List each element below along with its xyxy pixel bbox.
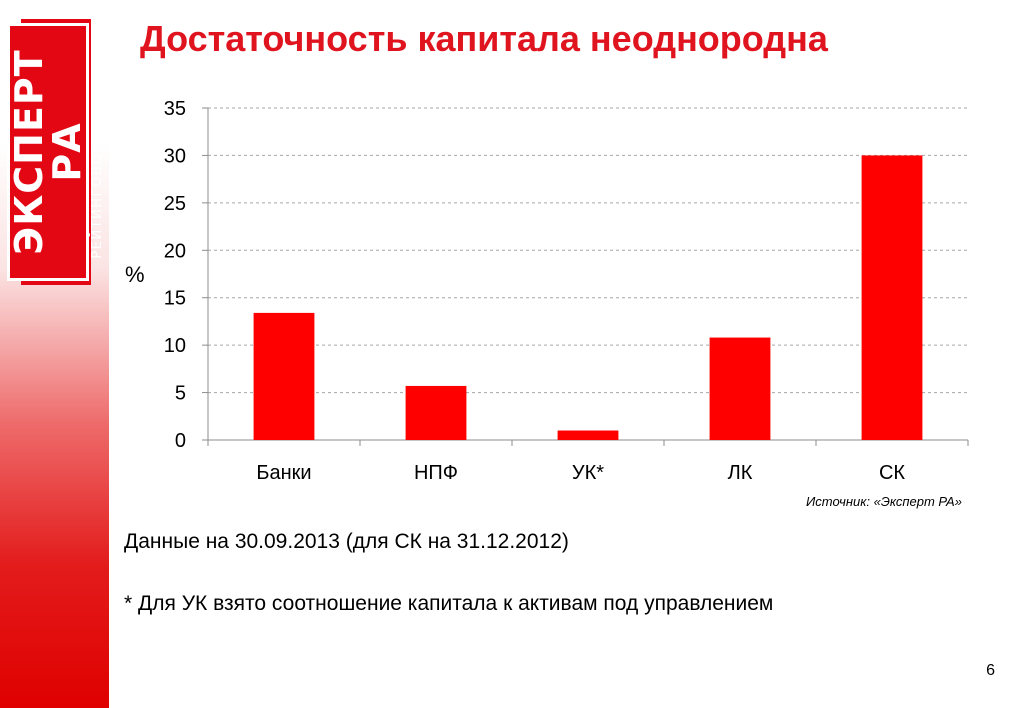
bar <box>557 430 619 440</box>
y-tick-label: 0 <box>175 430 186 452</box>
x-tick-label: Банки <box>256 462 311 484</box>
x-tick-label: УК* <box>572 462 604 484</box>
page-number: 6 <box>986 662 995 679</box>
bar <box>253 312 315 440</box>
bar <box>861 155 923 440</box>
y-axis-label: % <box>125 262 145 287</box>
y-tick-label: 20 <box>164 240 186 262</box>
slide-title: Достаточность капитала неоднородна <box>140 18 828 59</box>
y-tick-label: 15 <box>164 288 186 310</box>
x-tick-label: ЛК <box>728 462 753 484</box>
bar <box>709 337 771 440</box>
y-tick-label: 30 <box>164 145 186 167</box>
y-tick-label: 10 <box>164 335 186 357</box>
source-note: Источник: «Эксперт РА» <box>806 494 962 509</box>
x-tick-label: НПФ <box>414 462 458 484</box>
bar <box>405 385 467 440</box>
company-logo: ЭКСПЕРТ РА РЕЙТИНГОВОЕ АГЕНТСТВО <box>6 19 105 285</box>
x-tick-label: СК <box>879 462 905 484</box>
y-tick-label: 5 <box>175 383 186 405</box>
uk-footnote: * Для УК взято соотношение капитала к ак… <box>124 592 774 615</box>
y-tick-label: 25 <box>164 193 186 215</box>
y-tick-label: 35 <box>164 98 186 120</box>
data-date-note: Данные на 30.09.2013 (для СК на 31.12.20… <box>124 530 569 553</box>
